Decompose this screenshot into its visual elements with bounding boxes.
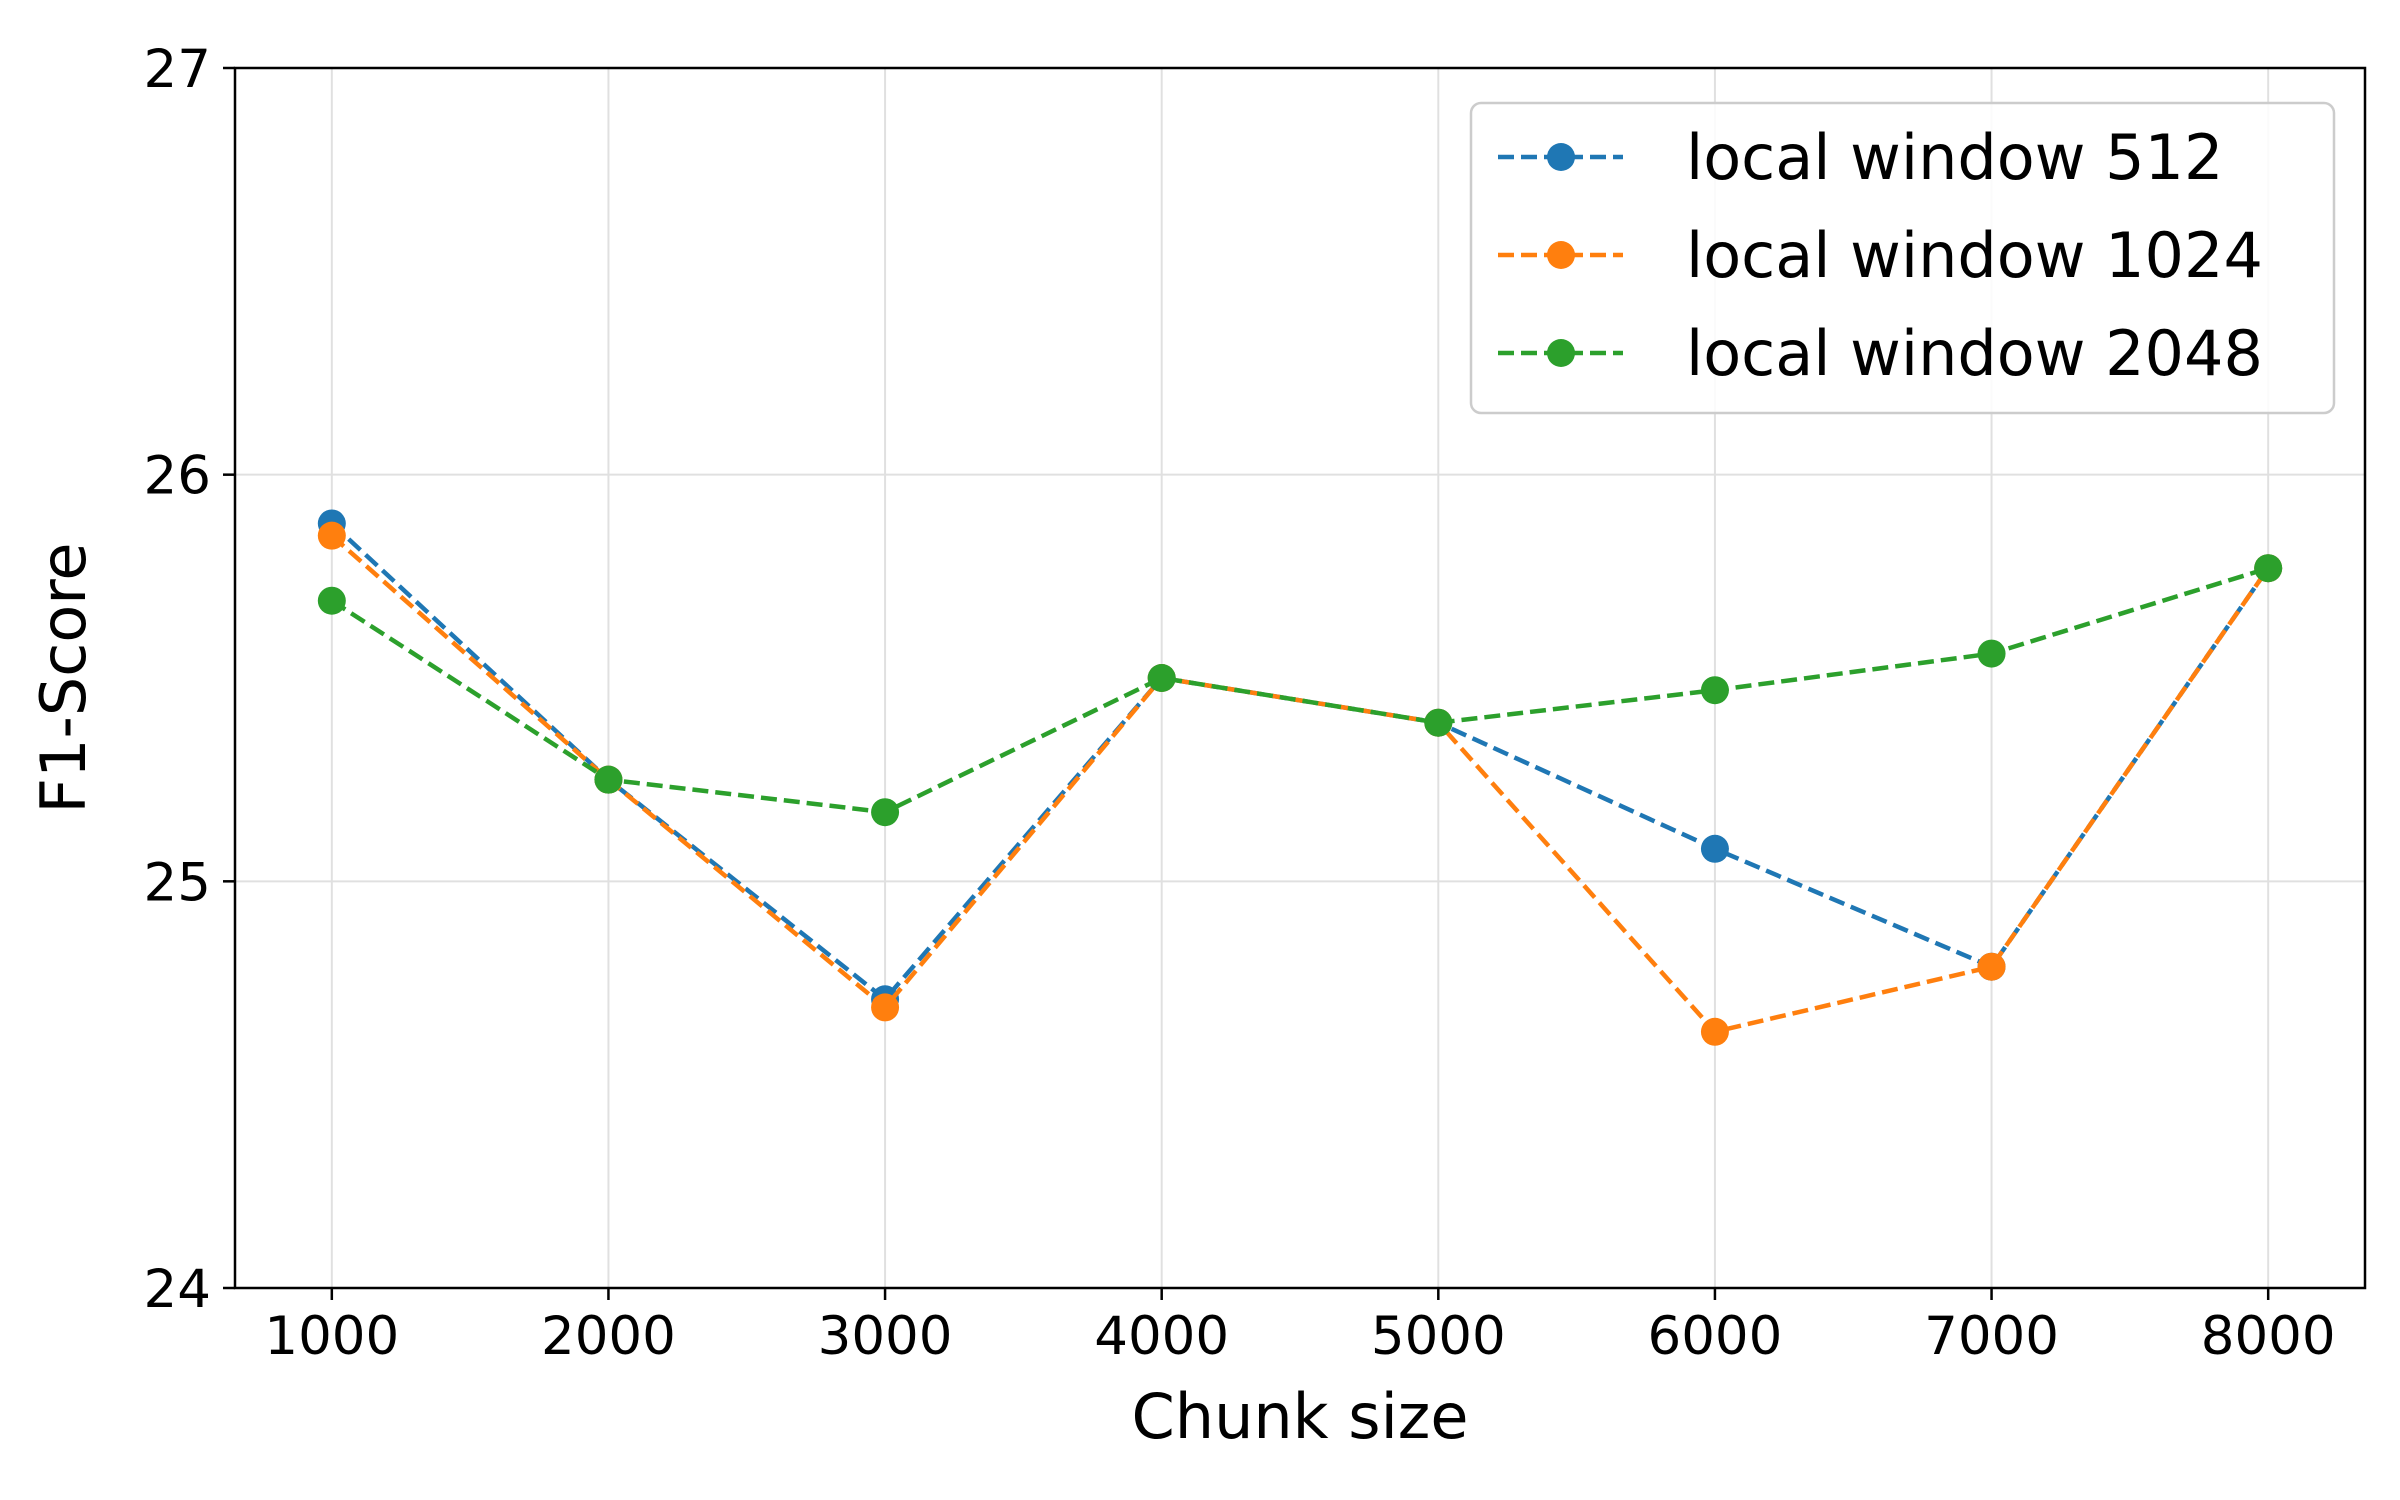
y-tick-label: 27 [144, 39, 211, 100]
series-3 [317, 554, 2283, 827]
data-point [594, 765, 623, 794]
data-point [2254, 554, 2283, 583]
data-point [1700, 1017, 1729, 1046]
axis-ticks: 1000 2000 3000 4000 5000 6000 7000 8000 24 25 26 27 [144, 39, 2336, 1367]
legend-box [1469, 101, 2336, 415]
y-axis-title: F1-Score [27, 542, 100, 813]
series-group [317, 509, 2283, 1046]
legend: local window 512 local window 1024 local w… [1469, 101, 2336, 415]
legend-label: local window 512 [1686, 121, 2223, 194]
data-point [317, 521, 346, 550]
x-tick-label: 4000 [1094, 1306, 1229, 1367]
x-tick-label: 2000 [541, 1306, 676, 1367]
x-tick-label: 8000 [2201, 1306, 2336, 1367]
legend-item: local window 512 [1498, 121, 2223, 194]
x-tick-label: 7000 [1924, 1306, 2059, 1367]
y-tick-label: 25 [144, 852, 211, 913]
data-point [317, 586, 346, 615]
data-point [871, 993, 900, 1022]
data-point [1977, 639, 2006, 668]
legend-marker [1547, 339, 1575, 367]
legend-item: local window 2048 [1498, 317, 2263, 390]
x-tick-label: 6000 [1647, 1306, 1782, 1367]
legend-item: local window 1024 [1498, 219, 2263, 292]
data-point [1424, 708, 1453, 737]
legend-marker [1547, 241, 1575, 269]
data-point [1977, 952, 2006, 981]
data-point [1147, 664, 1176, 692]
data-point [871, 798, 900, 827]
y-tick-label: 24 [144, 1259, 211, 1320]
x-tick-label: 5000 [1371, 1306, 1506, 1367]
x-tick-label: 3000 [818, 1306, 953, 1367]
data-point [1700, 676, 1729, 705]
legend-label: local window 1024 [1686, 219, 2263, 292]
legend-label: local window 2048 [1686, 317, 2263, 390]
series-line [330, 566, 2269, 815]
x-tick-label: 1000 [264, 1306, 399, 1367]
x-axis-title: Chunk size [1131, 1380, 1468, 1453]
y-tick-label: 26 [144, 446, 211, 507]
data-point [1700, 834, 1729, 863]
plot-frame [233, 66, 2367, 1290]
legend-marker [1547, 143, 1575, 171]
series-line [330, 533, 2271, 1035]
